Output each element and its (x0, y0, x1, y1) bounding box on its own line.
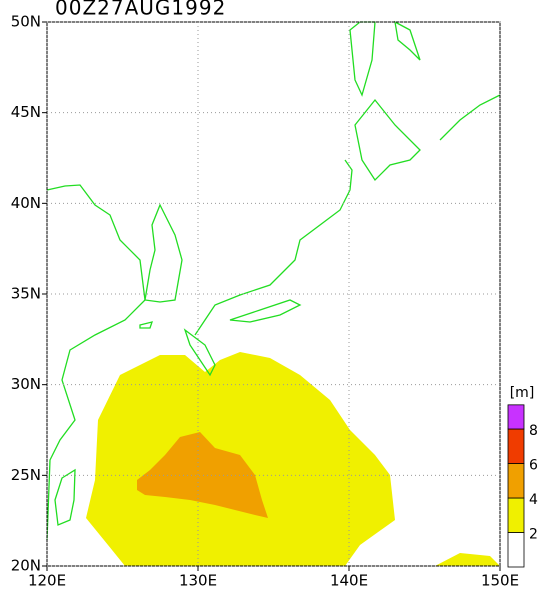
y-tick-label: 30N (11, 375, 41, 393)
colorbar-label: 8 (529, 423, 538, 439)
x-tick-label: 130E (179, 572, 217, 590)
axes: 120E 130E 140E 150E 20N 25N 30N 35N 40N 45N 50N (11, 13, 519, 590)
colorbar: 2 4 6 8 [m] (507, 385, 538, 568)
y-tick-label: 50N (11, 13, 41, 31)
x-tick-label: 140E (330, 572, 368, 590)
wave-height-field (86, 352, 500, 566)
colorbar-swatch (507, 497, 525, 533)
colorbar-swatch (507, 463, 525, 499)
x-tick-label: 120E (28, 572, 66, 590)
colorbar-swatch (507, 428, 525, 464)
colorbar-label: 4 (529, 492, 538, 508)
colorbar-swatch (507, 404, 525, 430)
y-tick-label: 45N (11, 103, 41, 121)
colorbar-swatch (507, 532, 525, 568)
coastlines (46, 20, 501, 541)
colorbar-unit: [m] (510, 385, 535, 401)
y-tick-label: 35N (11, 285, 41, 303)
x-tick-label: 150E (481, 572, 519, 590)
map-title: 00Z27AUG1992 (55, 0, 226, 20)
y-tick-label: 20N (11, 557, 41, 575)
colorbar-label: 6 (529, 458, 538, 474)
y-tick-label: 25N (11, 466, 41, 484)
y-tick-label: 40N (11, 194, 41, 212)
colorbar-label: 2 (529, 527, 538, 543)
